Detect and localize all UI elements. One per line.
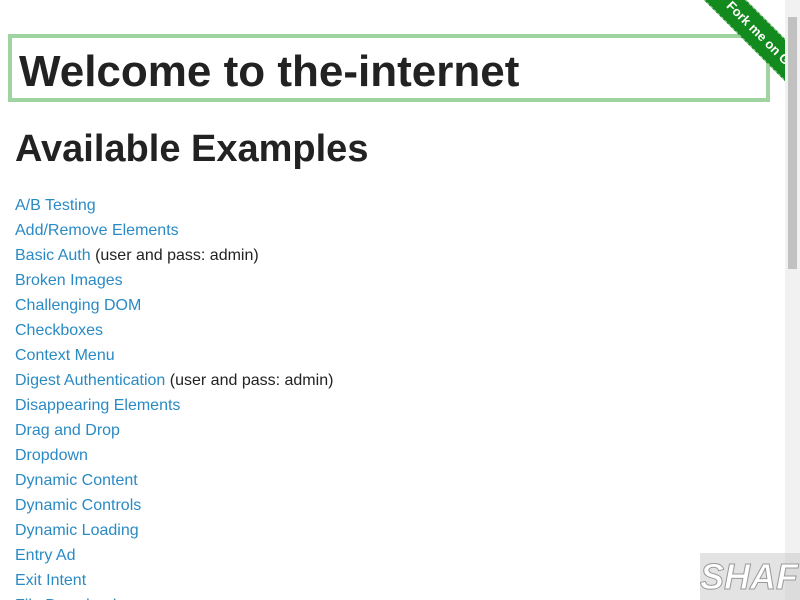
- example-link[interactable]: Entry Ad: [15, 547, 76, 564]
- example-item: Dynamic Controls: [15, 493, 333, 518]
- example-link[interactable]: Dynamic Loading: [15, 522, 139, 539]
- example-item: Add/Remove Elements: [15, 218, 333, 243]
- example-item: Drag and Drop: [15, 418, 333, 443]
- page-title: Welcome to the-internet: [8, 34, 770, 102]
- example-link[interactable]: Dropdown: [15, 447, 88, 464]
- example-item: Broken Images: [15, 268, 333, 293]
- watermark: SHAFT: [700, 553, 800, 600]
- example-item: File Download: [15, 593, 333, 600]
- example-item: Dynamic Loading: [15, 518, 333, 543]
- example-item: Entry Ad: [15, 543, 333, 568]
- example-link[interactable]: Basic Auth: [15, 247, 91, 264]
- example-link[interactable]: File Download: [15, 597, 116, 600]
- example-item: Checkboxes: [15, 318, 333, 343]
- scroll-thumb[interactable]: [788, 17, 797, 269]
- example-item: A/B Testing: [15, 193, 333, 218]
- example-item: Basic Auth (user and pass: admin): [15, 243, 333, 268]
- github-ribbon: Fork me on GitHub: [650, 0, 800, 130]
- ribbon-link[interactable]: Fork me on GitHub: [681, 0, 800, 130]
- example-link[interactable]: Challenging DOM: [15, 297, 142, 314]
- scrollbar[interactable]: [785, 0, 800, 600]
- example-link[interactable]: Context Menu: [15, 347, 115, 364]
- example-link[interactable]: A/B Testing: [15, 197, 96, 214]
- example-list: A/B Testing Add/Remove Elements Basic Auth…: [15, 193, 333, 600]
- example-link[interactable]: Disappearing Elements: [15, 397, 181, 414]
- example-link[interactable]: Dynamic Content: [15, 472, 138, 489]
- example-note: (user and pass: admin): [95, 247, 259, 264]
- example-link[interactable]: Drag and Drop: [15, 422, 120, 439]
- section-title: Available Examples: [15, 128, 369, 170]
- example-item: Dropdown: [15, 443, 333, 468]
- example-item: Exit Intent: [15, 568, 333, 593]
- example-link[interactable]: Exit Intent: [15, 572, 87, 589]
- example-item: Dynamic Content: [15, 468, 333, 493]
- example-link[interactable]: Broken Images: [15, 272, 123, 289]
- example-item: Disappearing Elements: [15, 393, 333, 418]
- example-link[interactable]: Dynamic Controls: [15, 497, 142, 514]
- example-link[interactable]: Add/Remove Elements: [15, 222, 179, 239]
- example-item: Context Menu: [15, 343, 333, 368]
- example-link[interactable]: Digest Authentication: [15, 372, 166, 389]
- example-item: Challenging DOM: [15, 293, 333, 318]
- example-item: Digest Authentication (user and pass: ad…: [15, 368, 333, 393]
- example-link[interactable]: Checkboxes: [15, 322, 104, 339]
- example-note: (user and pass: admin): [169, 372, 334, 389]
